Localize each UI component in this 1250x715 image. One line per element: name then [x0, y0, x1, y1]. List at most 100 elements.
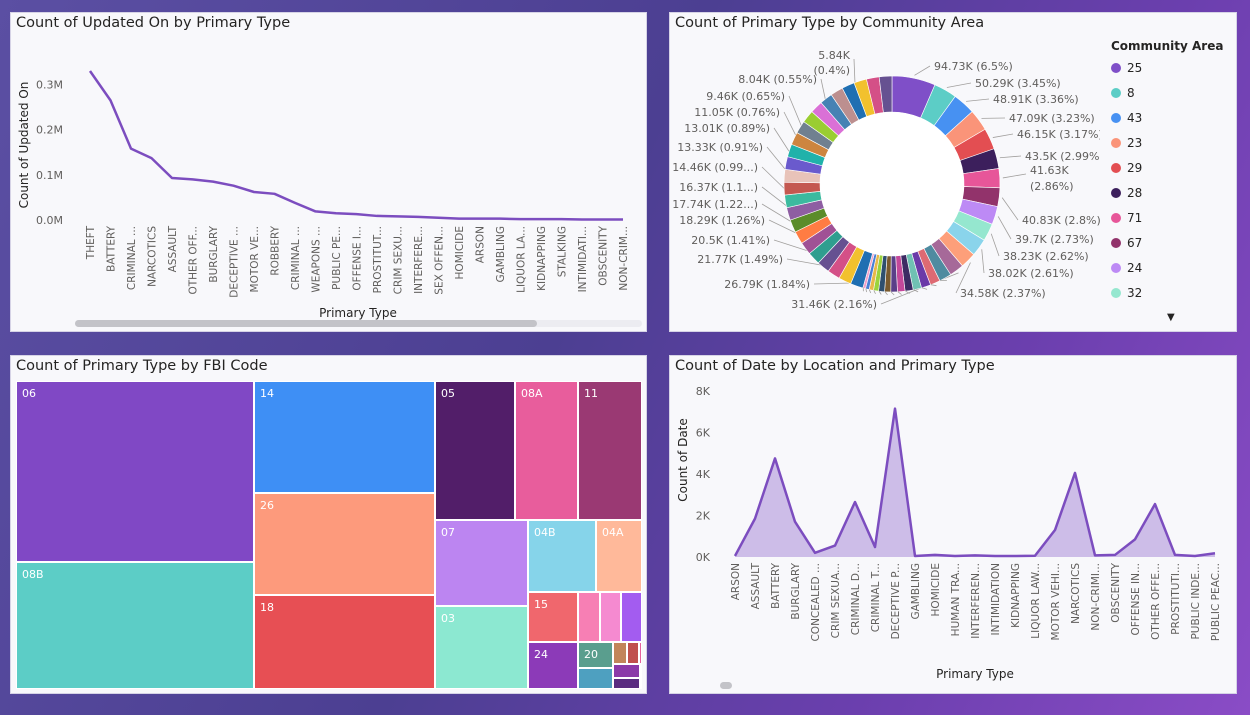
area-x-tick-label: CRIMINAL D... [850, 563, 862, 635]
donut-data-label: 21.77K (1.49%) [697, 253, 783, 266]
treemap-cell-24[interactable]: 24 [528, 642, 578, 689]
area-x-tick-label: INTIMIDATION [990, 563, 1002, 636]
legend-title: Community Area [1111, 39, 1224, 53]
treemap-cell-03[interactable]: 03 [435, 606, 528, 689]
treemap-cell[interactable] [600, 592, 621, 642]
legend-swatch [1111, 188, 1121, 198]
treemap-cell-15[interactable]: 15 [528, 592, 578, 642]
treemap-cell-label: 20 [584, 648, 598, 661]
donut-data-label: 9.46K (0.65%) [706, 90, 785, 103]
area-chart-title: Count of Date by Location and Primary Ty… [675, 358, 995, 374]
legend-item-8[interactable]: 8 [1111, 86, 1135, 100]
donut-data-label: 47.09K (3.23%) [1009, 112, 1095, 125]
line-x-tick-label: CRIMINAL ... [290, 226, 302, 290]
donut-leader-line [1002, 173, 1027, 179]
line-x-tick-label: KIDNAPPING [536, 226, 548, 291]
donut-data-label: 46.15K (3.17%) [1017, 128, 1100, 141]
area-x-tick-label: CRIMINAL T... [870, 563, 882, 632]
legend-label: 28 [1127, 186, 1143, 200]
line-y-tick-label: 0.3M [36, 79, 63, 92]
treemap-cell[interactable] [613, 664, 640, 678]
treemap-cell-14[interactable]: 14 [254, 381, 435, 493]
donut-hole [820, 112, 964, 256]
area-x-tick-label: ARSON [730, 563, 742, 600]
legend-more-arrow[interactable]: ▼ [1167, 312, 1175, 323]
treemap-cell-label: 11 [584, 387, 598, 400]
treemap-cell-08B[interactable]: 08B [16, 562, 254, 689]
area-x-axis-label: Primary Type [936, 667, 1014, 681]
area-y-tick-label: 2K [696, 510, 711, 523]
legend-item-24[interactable]: 24 [1111, 261, 1142, 275]
treemap-cell-20[interactable]: 20 [578, 642, 613, 668]
treemap-cell[interactable] [640, 664, 642, 689]
updated-on-line-chart-panel: Count of Updated On by Primary Type Coun… [10, 12, 647, 332]
area-line-series [733, 407, 1216, 558]
line-chart-scrollbar-thumb[interactable] [75, 320, 537, 327]
legend-item-67[interactable]: 67 [1111, 236, 1142, 250]
treemap-cell-label: 03 [441, 612, 455, 625]
legend-item-71[interactable]: 71 [1111, 211, 1142, 225]
community-area-donut-panel: Count of Primary Type by Community Area … [669, 12, 1237, 332]
line-x-tick-label: ROBBERY [270, 225, 282, 275]
treemap-cell[interactable] [621, 592, 642, 642]
donut-data-label: 43.5K (2.99%) [1025, 150, 1100, 163]
area-fill [735, 408, 1215, 557]
line-x-tick-label: DECEPTIVE ... [229, 226, 241, 298]
line-y-axis-label: Count of Updated On [17, 82, 31, 209]
donut-leader-line [914, 65, 931, 76]
donut-leader-line [1001, 197, 1019, 221]
line-x-tick-label: CRIMINAL ... [126, 226, 138, 290]
area-x-tick-label: PUBLIC PEAC... [1210, 563, 1222, 641]
treemap-cell-label: 26 [260, 499, 274, 512]
community-area-donut-chart: 94.73K (6.5%) 50.29K (3.45%) 48.91K (3.36%… [672, 49, 1100, 311]
area-chart-scrollbar-thumb[interactable] [720, 682, 732, 689]
treemap-cell-05[interactable]: 05 [435, 381, 515, 520]
legend-item-23[interactable]: 23 [1111, 136, 1142, 150]
treemap-cell[interactable] [639, 642, 642, 664]
donut-data-label: 41.63K [1030, 164, 1069, 177]
treemap-cell-11[interactable]: 11 [578, 381, 642, 520]
area-x-tick-label: CRIM SEXUA... [830, 563, 842, 638]
area-x-tick-label: LIQUOR LAW... [1030, 563, 1042, 639]
treemap-cell[interactable] [613, 642, 627, 664]
treemap-cell-07[interactable]: 07 [435, 520, 528, 606]
area-x-tick-label: OTHER OFFE... [1150, 563, 1162, 640]
area-x-tick-label: GAMBLING [910, 563, 922, 620]
treemap-cell-04A[interactable]: 04A [596, 520, 642, 592]
treemap-cell[interactable] [613, 678, 640, 689]
legend-item-25[interactable]: 25 [1111, 61, 1142, 75]
legend-label: 71 [1127, 211, 1143, 225]
fbi-code-treemap: 06 08B 14 26 18 05 08A 11 07 04B 04A 03 15 24 20 [11, 356, 646, 693]
line-x-tick-label: OTHER OFF... [188, 226, 200, 295]
donut-data-label: 16.37K (1.1...) [679, 181, 758, 194]
treemap-cell-label: 04A [602, 526, 624, 539]
donut-leader-line [955, 262, 971, 294]
treemap-cell-18[interactable]: 18 [254, 595, 435, 689]
treemap-cell[interactable] [578, 592, 600, 642]
legend-item-28[interactable]: 28 [1111, 186, 1142, 200]
legend-item-32[interactable]: 32 [1111, 286, 1142, 300]
legend-item-29[interactable]: 29 [1111, 161, 1142, 175]
line-y-tick-label: 0.2M [36, 124, 63, 137]
treemap-cell-04B[interactable]: 04B [528, 520, 596, 592]
treemap-cell-08A[interactable]: 08A [515, 381, 578, 520]
treemap-cell[interactable] [627, 642, 639, 664]
donut-data-label: 5.84K [818, 49, 850, 62]
treemap-cell-label: 18 [260, 601, 274, 614]
treemap-cell-26[interactable]: 26 [254, 493, 435, 595]
area-x-tick-label: KIDNAPPING [1010, 563, 1022, 628]
treemap-cell-06[interactable]: 06 [16, 381, 254, 562]
treemap-cell[interactable] [578, 668, 613, 689]
area-y-axis-label: Count of Date [676, 418, 690, 502]
line-x-tick-label: OBSCENITY [598, 225, 610, 285]
treemap-cell-label: 04B [534, 526, 556, 539]
treemap-cell-label: 07 [441, 526, 455, 539]
donut-data-label: 11.05K (0.76%) [694, 106, 780, 119]
area-y-tick-label: 0K [696, 551, 711, 564]
donut-leader-line [981, 249, 985, 274]
legend-label: 29 [1127, 161, 1143, 175]
line-x-tick-label: ASSAULT [167, 225, 179, 272]
donut-data-label: 18.29K (1.26%) [679, 214, 765, 227]
legend-item-43[interactable]: 43 [1111, 111, 1142, 125]
legend-swatch [1111, 138, 1121, 148]
